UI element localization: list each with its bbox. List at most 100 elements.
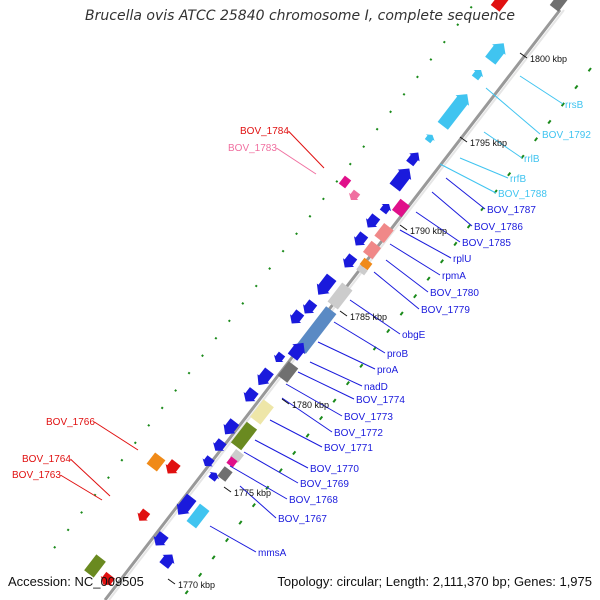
gc-mark-left — [107, 476, 110, 480]
gc-mark-left — [429, 58, 433, 61]
gc-mark-left — [469, 5, 473, 9]
scale-tick-label: 1790 kbp — [410, 226, 447, 236]
gene-label: BOV_1788 — [498, 189, 547, 200]
gene-BOV_1768 — [217, 466, 233, 482]
leader-line — [209, 525, 257, 553]
scale-tick-label: 1770 kbp — [178, 580, 215, 590]
leader-line-left — [60, 474, 103, 501]
gc-mark-left — [147, 423, 151, 427]
gene-obgE-b-shape — [316, 273, 337, 295]
gene-BOV_1785b — [354, 231, 369, 246]
leader-line-left — [288, 130, 325, 169]
gc-mark-right — [305, 433, 310, 438]
leader-line — [269, 419, 323, 448]
gene-mmsA-c — [159, 554, 175, 569]
scale-tick-mark — [519, 52, 528, 59]
gene-BOV_1785a — [379, 203, 392, 215]
gene-BOV_1771-shape — [230, 421, 258, 451]
gene-BOV_1764-shape — [137, 508, 151, 521]
gc-mark-left — [308, 214, 312, 218]
gene-BOV_1773b-shape — [257, 367, 274, 386]
leader-line — [285, 383, 343, 417]
gc-mark-left — [201, 354, 204, 358]
gene-BOV_1771a-shape — [250, 399, 274, 425]
gene-label: rplU — [453, 254, 471, 265]
gene-proB — [295, 306, 337, 354]
gene-BOV_1770-shape — [223, 418, 240, 435]
gene-proA-b — [290, 309, 305, 324]
gc-mark-right — [413, 293, 418, 299]
gc-mark-left — [80, 511, 83, 514]
gc-mark-right — [292, 450, 297, 456]
leader-line — [485, 87, 541, 135]
gene-label: rpmA — [442, 271, 466, 282]
gene-proA-b-shape — [290, 309, 305, 324]
gene-rrsB-shape — [485, 43, 506, 65]
gene-BOV_1767a-shape — [208, 472, 219, 482]
gene-BOV_1773-shape — [273, 351, 286, 363]
gene-label: BOV_1774 — [356, 395, 405, 406]
gc-mark-left — [66, 528, 70, 532]
leader-line — [239, 485, 277, 519]
gene-label-left: BOV_1764 — [22, 454, 71, 465]
gene-BOV_1773 — [273, 351, 286, 363]
gene-nadD-shape — [287, 342, 305, 361]
gc-mark-right — [560, 102, 565, 107]
gene-BOV_1772 — [243, 387, 259, 402]
gene-BOV_1767a — [208, 472, 219, 482]
gene-label: BOV_1792 — [542, 130, 591, 141]
gc-mark-right — [466, 224, 471, 229]
gene-mmsA — [186, 503, 210, 529]
leader-line — [309, 361, 363, 387]
gene-BOV_1779 — [343, 253, 358, 268]
gene-rpmA — [362, 240, 382, 260]
scale-tick-mark — [339, 310, 348, 317]
gc-mark-left — [362, 145, 366, 149]
gene-rrfB-shape — [424, 134, 435, 144]
gene-label: BOV_1787 — [487, 205, 536, 216]
leader-line — [243, 451, 299, 484]
gc-mark-left — [389, 110, 392, 114]
leader-line — [333, 321, 386, 354]
gene-BOV_1785a-shape — [379, 203, 392, 215]
gene-BOV_1780b — [356, 264, 368, 276]
gc-mark-right — [211, 555, 216, 560]
scale-tick-label: 1800 kbp — [530, 54, 567, 64]
gene-BOV_1770b — [213, 438, 227, 451]
scale-tick-label: 1785 kbp — [350, 312, 387, 322]
gene-label: rrsB — [565, 100, 584, 111]
gc-mark-right — [198, 572, 203, 578]
gene-label: BOV_1772 — [334, 428, 383, 439]
gene-label: BOV_1779 — [421, 305, 470, 316]
gene-BOV_1769-shape — [202, 455, 215, 467]
leader-line — [439, 163, 497, 194]
gene-label-left: BOV_1784 — [240, 126, 289, 137]
gene-label: BOV_1768 — [289, 495, 338, 506]
gene-label-left: BOV_1763 — [12, 470, 61, 481]
gc-mark-left — [160, 406, 164, 410]
leader-line — [445, 177, 486, 210]
scale-tick-label: 1780 kbp — [292, 400, 329, 410]
gene-rrfB — [424, 134, 435, 144]
leader-line — [281, 397, 333, 433]
scale-tick-mark — [223, 486, 232, 493]
gc-mark-left — [402, 92, 406, 96]
gc-mark-left — [187, 371, 191, 375]
gc-mark-right — [386, 328, 391, 334]
gene-rplU-shape — [374, 223, 394, 243]
gc-mark-right — [238, 520, 243, 525]
leader-line — [519, 75, 564, 105]
leader-line — [385, 259, 429, 293]
topology-text: Topology: circular; Length: 2,111,370 bp… — [277, 574, 592, 589]
gene-BOV_1767 — [176, 493, 197, 515]
leader-line — [373, 271, 420, 310]
leader-line — [297, 371, 355, 400]
gene-mmsA-shape — [186, 503, 210, 529]
leader-line — [459, 157, 509, 179]
gene-label: BOV_1786 — [474, 222, 523, 233]
gene-label: BOV_1780 — [430, 288, 479, 299]
gene-BOV_1768-shape — [217, 466, 233, 482]
gene-BOV_1766-shape — [146, 452, 166, 472]
leader-line — [399, 229, 452, 259]
gc-mark-right — [184, 590, 189, 595]
